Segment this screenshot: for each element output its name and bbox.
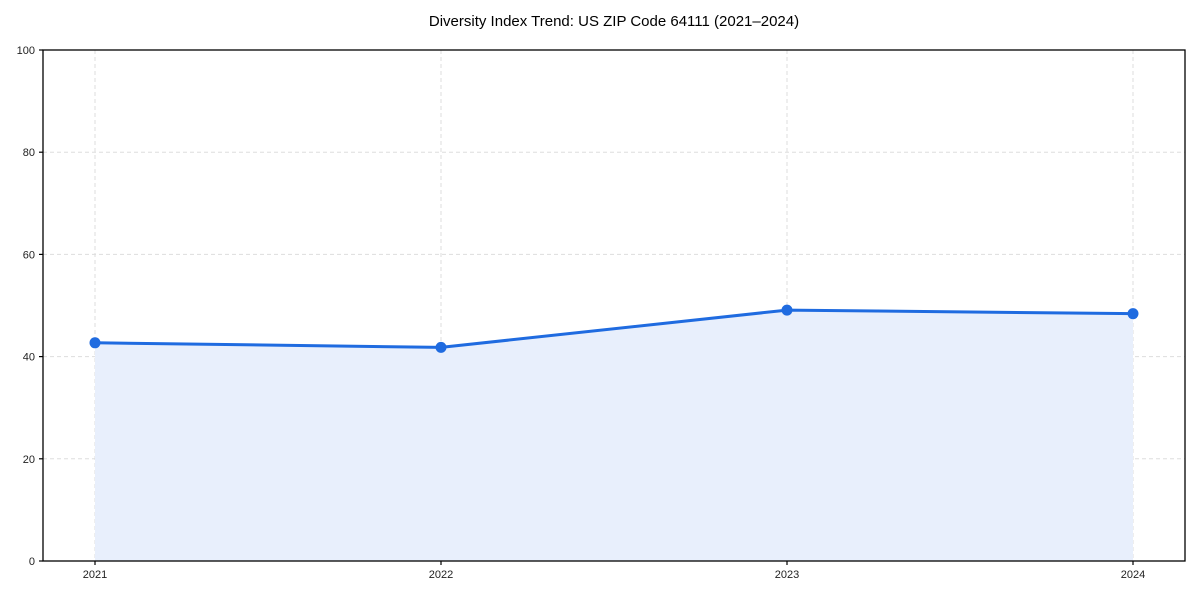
y-tick-label: 100 (17, 45, 35, 57)
data-line (93, 308, 1135, 349)
x-tick-label: 2022 (429, 569, 453, 581)
plot-frame (42, 49, 1186, 562)
area-fill (95, 310, 1133, 561)
y-tick-label: 40 (23, 352, 35, 364)
y-tick-label: 80 (23, 147, 35, 159)
y-tick-label: 0 (29, 556, 35, 568)
y-tick-label: 60 (23, 249, 35, 261)
data-point-marker (1127, 308, 1139, 320)
x-tick-label: 2021 (83, 569, 107, 581)
x-tick-label: 2023 (775, 569, 799, 581)
x-tick-label: 2024 (1121, 569, 1145, 581)
y-tick-label: 20 (23, 454, 35, 466)
chart-title: Diversity Index Trend: US ZIP Code 64111… (428, 13, 800, 30)
data-point-marker (435, 341, 447, 353)
data-point-marker (781, 304, 793, 316)
data-point-marker (89, 337, 101, 349)
